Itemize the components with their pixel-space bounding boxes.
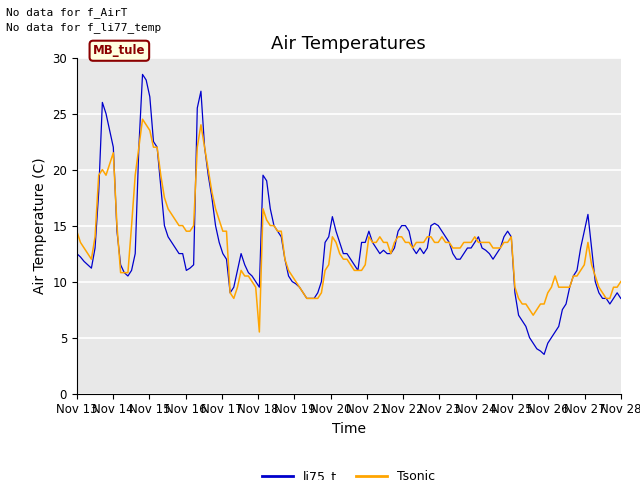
li75_t [362, 240, 369, 245]
Legend: li75_t, Tsonic: li75_t, Tsonic [257, 465, 440, 480]
Tsonic [456, 245, 464, 251]
Tsonic [617, 279, 625, 285]
Tsonic [296, 284, 303, 290]
li75_t [525, 335, 533, 340]
Tsonic [387, 251, 395, 256]
Tsonic [73, 228, 81, 234]
Line: Tsonic: Tsonic [77, 119, 621, 332]
X-axis label: Time: Time [332, 422, 366, 436]
li75_t [255, 284, 263, 290]
Tsonic [529, 312, 537, 318]
Tsonic [259, 206, 267, 212]
li75_t [617, 296, 625, 301]
li75_t [452, 256, 460, 262]
Y-axis label: Air Temperature (C): Air Temperature (C) [33, 157, 47, 294]
Line: li75_t: li75_t [77, 74, 621, 354]
li75_t [292, 281, 300, 287]
li75_t [540, 351, 548, 357]
Text: No data for f_li77_temp: No data for f_li77_temp [6, 22, 162, 33]
Tsonic [139, 116, 147, 122]
Tsonic [365, 234, 372, 240]
Text: No data for f_AirT: No data for f_AirT [6, 7, 128, 18]
Tsonic [255, 329, 263, 335]
li75_t [73, 251, 81, 256]
Text: MB_tule: MB_tule [93, 44, 146, 57]
li75_t [383, 251, 391, 256]
li75_t [139, 72, 147, 77]
Title: Air Temperatures: Air Temperatures [271, 35, 426, 53]
